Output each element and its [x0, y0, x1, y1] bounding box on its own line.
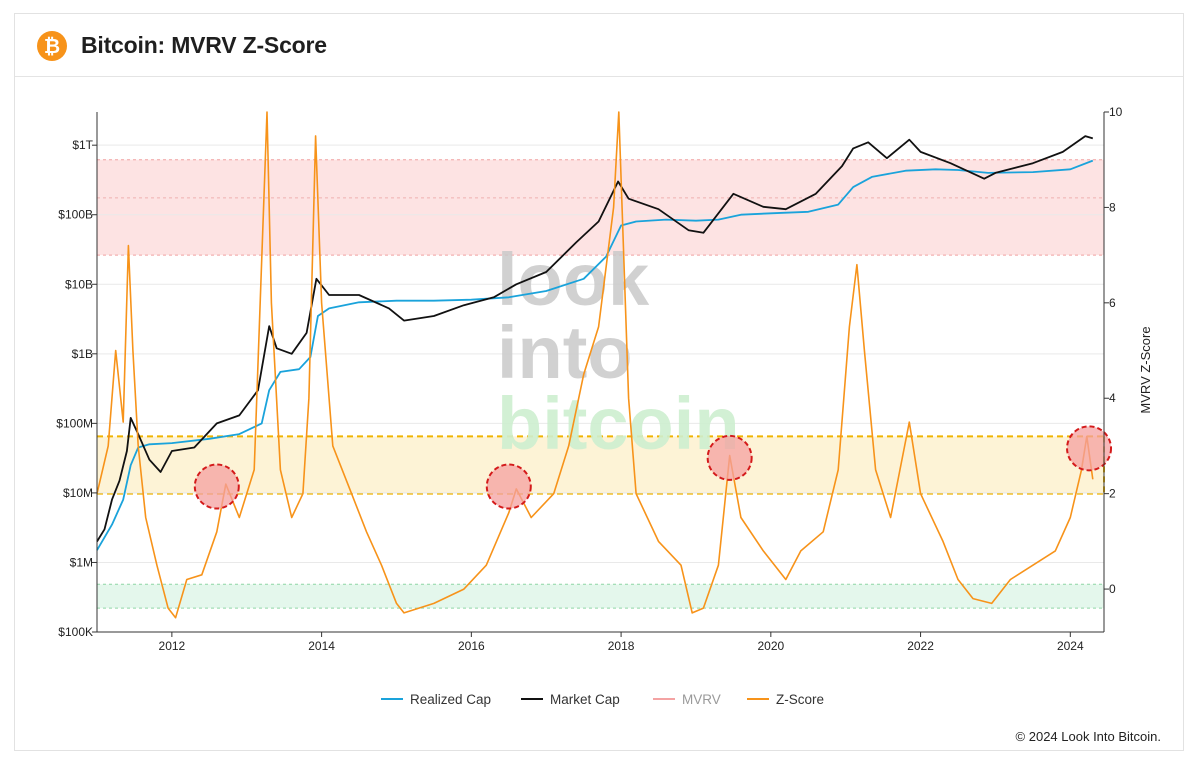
watermark: look into bitcoin — [497, 238, 740, 465]
x-tick-label-0: 2012 — [159, 639, 186, 653]
chart-card: ₿ Bitcoin: MVRV Z-Score © 2024 Look Into… — [14, 13, 1184, 751]
left-tick-label-6: $100B — [58, 208, 93, 222]
x-tick-label-6: 2024 — [1057, 639, 1084, 653]
chart-header: ₿ Bitcoin: MVRV Z-Score — [15, 14, 1183, 77]
legend-item-z-score[interactable]: Z-Score — [747, 692, 824, 707]
x-tick-label-4: 2020 — [757, 639, 784, 653]
left-tick-label-0: $100K — [58, 625, 93, 639]
left-tick-label-4: $1B — [72, 347, 93, 361]
left-tick-label-1: $1M — [70, 555, 93, 569]
right-tick-label-4: 8 — [1109, 200, 1116, 214]
right-tick-label-0: 0 — [1109, 582, 1116, 596]
watermark-line-bitcoin: bitcoin — [497, 382, 740, 465]
highlight-circle-2 — [706, 434, 753, 481]
x-tick-label-3: 2018 — [608, 639, 635, 653]
highlight-circle-3 — [1066, 425, 1113, 472]
series-line-market-cap — [96, 135, 1094, 542]
left-tick-label-5: $10B — [65, 277, 93, 291]
zone-bands — [97, 159, 1105, 609]
left-tick-label-3: $100M — [56, 416, 93, 430]
x-tick-label-2: 2016 — [458, 639, 485, 653]
right-axis-title: MVRV Z-Score — [1138, 326, 1153, 413]
legend-label-0: Realized Cap — [410, 692, 491, 707]
series-lines — [96, 111, 1094, 619]
legend-item-market-cap[interactable]: Market Cap — [521, 692, 620, 707]
left-tick-label-7: $1T — [72, 138, 93, 152]
band-undervalued — [97, 584, 1104, 609]
x-tick-label-5: 2022 — [907, 639, 934, 653]
left-tick-label-2: $10M — [63, 486, 93, 500]
copyright-text: © 2024 Look Into Bitcoin. — [1015, 729, 1161, 744]
band-neutral-zone — [97, 436, 1104, 494]
series-line-realized-cap — [96, 159, 1094, 551]
highlight-circle-0 — [193, 463, 240, 510]
page-title: Bitcoin: MVRV Z-Score — [81, 32, 327, 58]
legend-label-3: Z-Score — [776, 692, 824, 707]
legend-label-2: MVRV — [682, 692, 721, 707]
watermark-line-into: into — [497, 311, 633, 394]
legend-label-1: Market Cap — [550, 692, 620, 707]
bitcoin-logo-icon: ₿ — [37, 31, 67, 61]
highlight-circles — [193, 425, 1113, 510]
x-tick-label-1: 2014 — [308, 639, 335, 653]
watermark-line-look: look — [497, 238, 650, 321]
right-tick-label-3: 6 — [1109, 296, 1116, 310]
right-tick-label-2: 4 — [1109, 391, 1116, 405]
legend-item-mvrv[interactable]: MVRV — [653, 692, 721, 707]
legend-item-realized-cap[interactable]: Realized Cap — [381, 692, 491, 707]
highlight-circle-1 — [485, 463, 532, 510]
axes: $100K $1M $10M $100M $1B $10B $100B $1T 0 2 4 6 8 10 M… — [56, 105, 1153, 653]
right-tick-label-5: 10 — [1109, 105, 1123, 119]
series-line-z-score — [96, 111, 1094, 619]
right-tick-label-1: 2 — [1109, 487, 1116, 501]
legend[interactable]: Realized Cap Market Cap MVRV Z-Score — [381, 692, 824, 707]
